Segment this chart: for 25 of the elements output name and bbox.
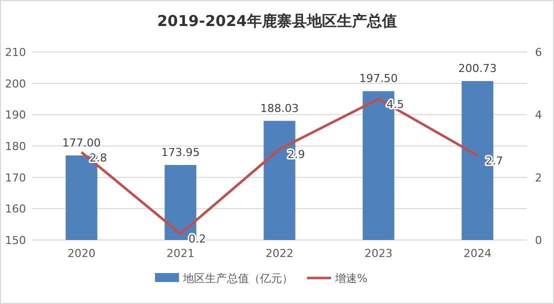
data-label: 173.95 — [161, 146, 200, 159]
data-label: 177.00 — [62, 136, 101, 150]
y-tick-label: 190 — [5, 108, 26, 122]
y-tick-label: 170 — [5, 171, 26, 184]
y2-tick-label: 0 — [535, 234, 542, 247]
legend-label: 增速% — [334, 272, 368, 285]
x-tick-label: 2022 — [266, 247, 294, 260]
y-tick-label: 160 — [5, 202, 26, 216]
x-tick-label: 2024 — [464, 247, 492, 260]
y-tick-label: 200 — [5, 77, 26, 90]
data-label: 197.50 — [359, 72, 398, 86]
y-tick-label: 210 — [5, 46, 26, 59]
legend-label: 地区生产总值（亿元） — [182, 272, 293, 285]
data-label: 188.03 — [260, 102, 299, 115]
y2-tick-label: 4 — [535, 108, 542, 122]
y2-tick-label: 2 — [535, 171, 542, 184]
data-label: 200.73 — [458, 62, 497, 76]
y-tick-label: 180 — [5, 140, 26, 153]
x-tick-label: 2020 — [68, 247, 96, 260]
y-tick-label: 150 — [5, 234, 26, 247]
y2-tick-label: 6 — [535, 46, 542, 59]
x-tick-label: 2023 — [364, 247, 392, 260]
chart-title: 2019-2024年鹿寨县地区生产总值 — [157, 12, 397, 30]
data-label: 0.2 — [188, 232, 206, 246]
x-tick-label: 2021 — [166, 247, 194, 260]
